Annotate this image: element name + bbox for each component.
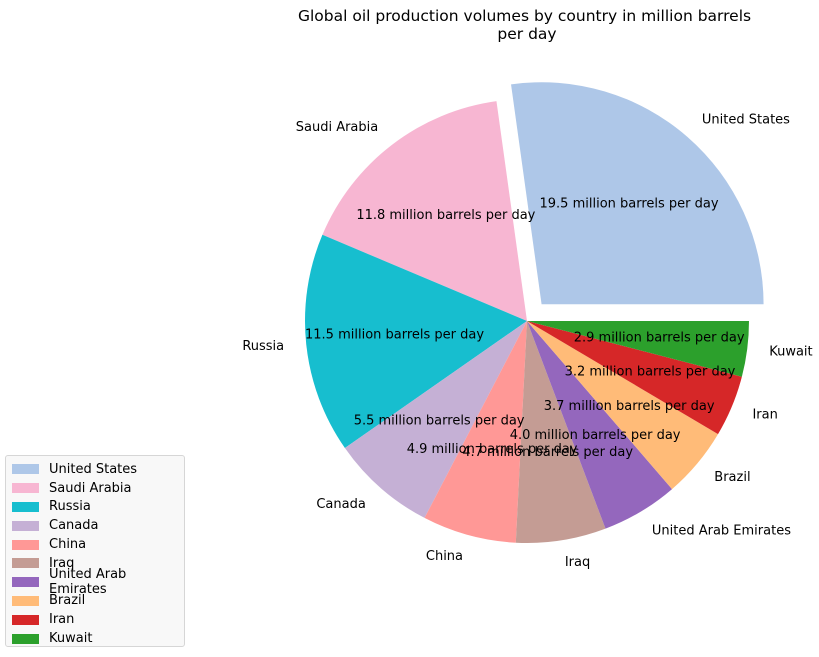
legend-swatch (12, 614, 39, 625)
legend-item: United States (12, 460, 184, 479)
legend-label: Iran (49, 612, 75, 628)
legend-label: Iraq (49, 555, 75, 571)
slice-category-label: Saudi Arabia (296, 120, 379, 135)
slice-category-label: Canada (316, 497, 365, 512)
legend-item: Iraq (12, 554, 184, 573)
slice-value-label: 19.5 million barrels per day (540, 196, 719, 211)
pie-slice (322, 101, 527, 321)
legend-label: Canada (49, 518, 99, 534)
chart-title: Global oil production volumes by country… (298, 7, 756, 43)
slice-value-label: 11.8 million barrels per day (356, 208, 535, 223)
legend-item: Russia (12, 498, 184, 517)
legend-swatch (12, 539, 39, 550)
slice-value-label: 5.5 million barrels per day (354, 414, 525, 429)
pie-slice (344, 321, 527, 518)
legend-item: Brazil (12, 592, 184, 611)
slice-value-label: 3.2 million barrels per day (565, 365, 736, 380)
legend-swatch (12, 501, 39, 512)
pie-slice (527, 321, 673, 529)
legend-swatch (12, 595, 39, 606)
legend-swatch (12, 633, 39, 644)
pie-slice (527, 321, 742, 435)
slice-value-label: 4.7 million barrels per day (462, 445, 633, 460)
legend-swatch (12, 464, 39, 475)
legend-label: China (49, 537, 87, 553)
legend-item: United Arab Emirates (12, 567, 184, 597)
legend-swatch (12, 577, 39, 588)
legend-item: China (12, 535, 184, 554)
slice-value-label: 11.5 million barrels per day (305, 327, 484, 342)
slice-category-label: Russia (242, 339, 284, 354)
legend-label: United States (49, 461, 138, 477)
slice-category-label: United Arab Emirates (652, 523, 791, 538)
pie-slice (527, 321, 719, 490)
legend-label: Russia (49, 499, 91, 515)
pie-slice (305, 234, 527, 449)
legend-item: Saudi Arabia (12, 479, 184, 498)
legend-swatch (12, 520, 39, 531)
slice-category-label: China (426, 549, 463, 564)
legend-item: Canada (12, 516, 184, 535)
slice-value-label: 2.9 million barrels per day (574, 330, 745, 345)
pie-slice (527, 321, 749, 377)
pie-slice (424, 321, 527, 543)
slice-category-label: Iraq (565, 555, 590, 570)
legend-item: Kuwait (12, 629, 184, 648)
slice-category-label: Brazil (714, 470, 750, 485)
slice-category-label: Iran (752, 407, 777, 422)
slice-category-label: United States (702, 113, 790, 128)
legend-swatch (12, 558, 39, 569)
slice-category-label: Kuwait (769, 344, 812, 359)
pie-slice (511, 82, 764, 305)
legend-label: Brazil (49, 593, 86, 609)
category-labels: United States Saudi Arabia Russia Canada Chi… (242, 113, 812, 570)
legend-swatch (12, 483, 39, 494)
legend: United States Saudi Arabia Russia Canada Chi… (5, 455, 185, 647)
slice-value-label: 3.7 million barrels per day (544, 399, 715, 414)
slice-value-label: 4.0 million barrels per day (510, 428, 681, 443)
chart-title-line-1: Global oil production volumes by country… (298, 7, 751, 25)
legend-label: Saudi Arabia (49, 480, 132, 496)
legend-label: Kuwait (49, 631, 93, 647)
pie-slices (305, 82, 764, 544)
slice-value-label: 4.9 million barrels per day (407, 442, 578, 457)
value-labels: 19.5 million barrels per day 11.8 million… (305, 196, 745, 460)
legend-item: Iran (12, 610, 184, 629)
legend-label: United Arab Emirates (49, 567, 127, 598)
pie-slice (515, 321, 606, 544)
chart-title-line-2: per day (497, 25, 556, 43)
